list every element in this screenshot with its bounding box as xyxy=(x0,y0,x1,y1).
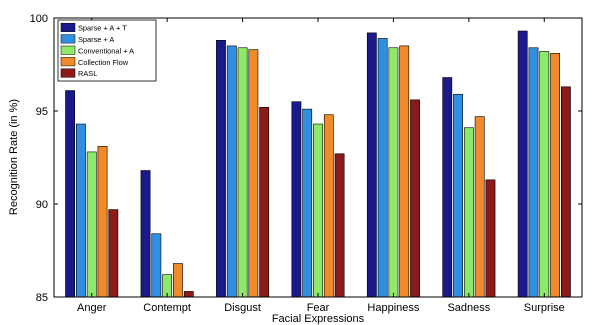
bar-anger-2 xyxy=(86,151,97,298)
bar-contempt-4 xyxy=(183,291,194,298)
bar-fear-0 xyxy=(291,101,302,298)
legend: Sparse + A + T Sparse + A Conventional + A… xyxy=(57,19,157,82)
bar-anger-0 xyxy=(65,90,76,298)
y-tick-label: 85 xyxy=(36,292,48,304)
bar-happiness-3 xyxy=(399,45,410,298)
bar-sadness-0 xyxy=(442,77,453,298)
bar-surprise-0 xyxy=(517,30,528,298)
bar-fear-3 xyxy=(323,114,334,298)
bar-disgust-4 xyxy=(259,106,270,298)
y-tick-label: 100 xyxy=(30,13,48,25)
bar-happiness-4 xyxy=(410,99,420,298)
bar-happiness-2 xyxy=(388,47,399,298)
y-tick-label: 95 xyxy=(36,106,48,118)
bars-layer xyxy=(65,30,571,298)
bar-anger-3 xyxy=(97,146,108,298)
bar-surprise-1 xyxy=(528,47,539,298)
legend-label: Sparse + A xyxy=(78,35,114,44)
bar-sadness-3 xyxy=(474,116,485,298)
legend-label: Conventional + A xyxy=(78,46,134,55)
bar-fear-2 xyxy=(313,123,323,298)
bar-anger-1 xyxy=(76,123,86,298)
bar-surprise-3 xyxy=(550,53,560,298)
legend-label: RASL xyxy=(78,69,97,78)
bar-disgust-1 xyxy=(226,45,237,298)
bar-anger-4 xyxy=(108,209,119,298)
legend-swatch xyxy=(60,57,76,67)
legend-swatch xyxy=(60,45,76,55)
x-tick-label: Fear xyxy=(307,302,330,314)
x-axis-label: Facial Expressions xyxy=(272,313,365,325)
bar-disgust-2 xyxy=(237,47,248,298)
x-tick-label: Disgust xyxy=(224,302,261,314)
x-tick-label: Surprise xyxy=(524,302,565,314)
bar-fear-4 xyxy=(334,153,345,298)
y-tick-label: 90 xyxy=(36,199,48,211)
bar-fear-1 xyxy=(302,108,313,298)
x-tick-label: Sadness xyxy=(447,302,490,314)
bar-contempt-0 xyxy=(140,170,151,298)
bar-surprise-2 xyxy=(539,51,550,298)
legend-swatch xyxy=(60,34,76,44)
y-axis-ticks: 85 90 95 100 xyxy=(30,13,582,304)
x-tick-label: Contempt xyxy=(143,302,191,314)
y-axis-label: Recognition Rate (in %) xyxy=(8,99,20,215)
bar-surprise-4 xyxy=(560,86,571,298)
legend-label: Sparse + A + T xyxy=(78,24,127,33)
bar-happiness-0 xyxy=(366,32,377,298)
bar-sadness-2 xyxy=(463,127,474,298)
bar-sadness-1 xyxy=(453,93,463,298)
legend-label: Collection Flow xyxy=(78,58,129,67)
bar-happiness-1 xyxy=(377,38,388,298)
legend-swatch xyxy=(60,68,76,78)
bar-contempt-1 xyxy=(151,233,162,298)
bar-contempt-3 xyxy=(173,263,183,298)
bar-disgust-0 xyxy=(216,40,226,298)
bar-disgust-3 xyxy=(248,49,259,298)
legend-swatch xyxy=(60,22,76,32)
bar-sadness-4 xyxy=(485,179,496,298)
x-tick-label: Happiness xyxy=(367,302,419,314)
x-tick-label: Anger xyxy=(77,302,107,314)
x-axis-ticks: Anger Contempt Disgust Fear Happiness Sadness… xyxy=(77,18,565,314)
